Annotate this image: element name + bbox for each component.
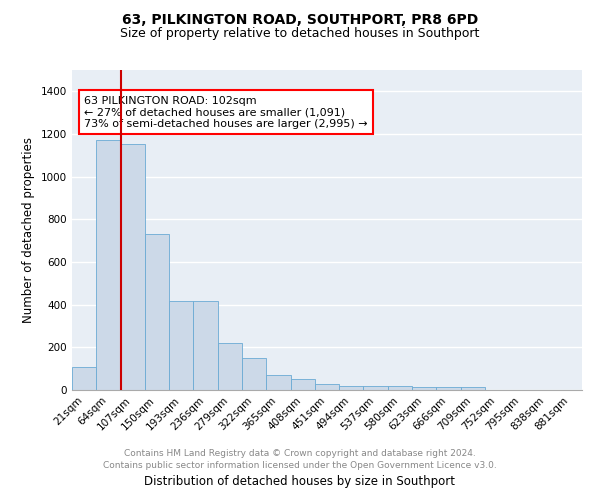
Text: Size of property relative to detached houses in Southport: Size of property relative to detached ho… [121, 28, 479, 40]
Text: 63, PILKINGTON ROAD, SOUTHPORT, PR8 6PD: 63, PILKINGTON ROAD, SOUTHPORT, PR8 6PD [122, 12, 478, 26]
Bar [412, 387, 436, 390]
Bar [218, 344, 242, 390]
Bar [364, 386, 388, 390]
Bar [290, 380, 315, 390]
Text: 63 PILKINGTON ROAD: 102sqm
← 27% of detached houses are smaller (1,091)
73% of s: 63 PILKINGTON ROAD: 102sqm ← 27% of deta… [84, 96, 368, 129]
Bar [436, 387, 461, 390]
Bar [388, 386, 412, 390]
Bar [121, 144, 145, 390]
Text: Contains public sector information licensed under the Open Government Licence v3: Contains public sector information licen… [103, 461, 497, 470]
Bar [461, 387, 485, 390]
Bar [266, 376, 290, 390]
Bar [339, 386, 364, 390]
Bar [242, 358, 266, 390]
Bar [96, 140, 121, 390]
Bar [145, 234, 169, 390]
Bar [169, 302, 193, 390]
Bar [72, 367, 96, 390]
Bar [193, 302, 218, 390]
Bar [315, 384, 339, 390]
Y-axis label: Number of detached properties: Number of detached properties [22, 137, 35, 323]
Text: Distribution of detached houses by size in Southport: Distribution of detached houses by size … [145, 474, 455, 488]
Text: Contains HM Land Registry data © Crown copyright and database right 2024.: Contains HM Land Registry data © Crown c… [124, 448, 476, 458]
